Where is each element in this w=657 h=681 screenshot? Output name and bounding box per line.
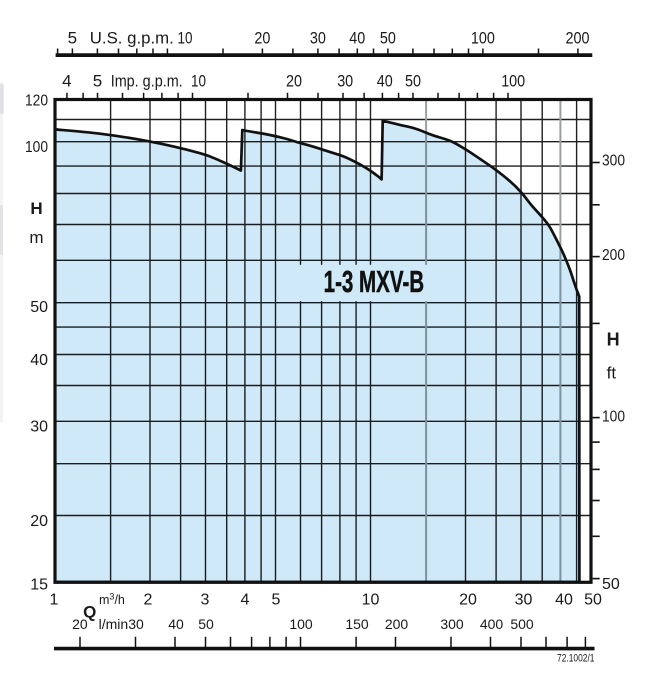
svg-text:m: m bbox=[29, 228, 43, 247]
svg-text:400: 400 bbox=[480, 616, 504, 632]
svg-text:5: 5 bbox=[272, 592, 281, 609]
svg-text:40: 40 bbox=[555, 592, 573, 609]
svg-text:m3/h: m3/h bbox=[99, 592, 125, 608]
svg-text:10: 10 bbox=[362, 592, 380, 609]
svg-text:30: 30 bbox=[515, 592, 533, 609]
svg-text:30: 30 bbox=[128, 616, 144, 632]
svg-text:300: 300 bbox=[440, 616, 464, 632]
svg-text:H: H bbox=[30, 199, 42, 218]
svg-text:Q: Q bbox=[83, 603, 96, 622]
svg-text:U.S. g.p.m.: U.S. g.p.m. bbox=[90, 29, 174, 48]
svg-text:5: 5 bbox=[93, 71, 102, 90]
svg-text:10: 10 bbox=[178, 29, 193, 48]
svg-text:120: 120 bbox=[25, 93, 48, 110]
svg-text:100: 100 bbox=[289, 616, 313, 632]
svg-text:1-3 MXV-B: 1-3 MXV-B bbox=[324, 265, 425, 299]
svg-text:40: 40 bbox=[30, 352, 48, 369]
svg-text:20: 20 bbox=[286, 71, 302, 90]
svg-text:40: 40 bbox=[349, 29, 365, 48]
svg-text:3: 3 bbox=[201, 592, 210, 609]
svg-text:200: 200 bbox=[385, 616, 409, 632]
svg-text:Imp. g.p.m.: Imp. g.p.m. bbox=[111, 71, 183, 90]
svg-text:200: 200 bbox=[602, 247, 625, 264]
svg-text:30: 30 bbox=[310, 29, 326, 48]
svg-text:150: 150 bbox=[345, 616, 369, 632]
svg-text:50: 50 bbox=[198, 616, 214, 632]
svg-text:30: 30 bbox=[30, 419, 48, 436]
svg-text:100: 100 bbox=[471, 29, 495, 48]
svg-text:20: 20 bbox=[30, 513, 48, 530]
svg-text:1: 1 bbox=[50, 592, 59, 609]
svg-text:20: 20 bbox=[459, 592, 477, 609]
svg-text:50: 50 bbox=[602, 576, 620, 593]
svg-text:50: 50 bbox=[584, 592, 602, 609]
svg-text:50: 50 bbox=[30, 299, 48, 316]
svg-text:30: 30 bbox=[337, 71, 353, 90]
svg-text:100: 100 bbox=[501, 71, 525, 90]
svg-text:40: 40 bbox=[168, 616, 184, 632]
svg-text:100: 100 bbox=[602, 409, 625, 426]
svg-text:50: 50 bbox=[380, 29, 396, 48]
svg-text:5: 5 bbox=[68, 29, 77, 48]
svg-text:l/min: l/min bbox=[99, 616, 129, 632]
svg-text:2: 2 bbox=[144, 592, 153, 609]
svg-text:4: 4 bbox=[241, 592, 250, 609]
svg-text:ft: ft bbox=[607, 364, 617, 383]
svg-text:200: 200 bbox=[566, 29, 590, 48]
svg-text:20: 20 bbox=[254, 29, 270, 48]
svg-text:20: 20 bbox=[72, 616, 88, 632]
svg-text:100: 100 bbox=[25, 139, 48, 156]
svg-text:300: 300 bbox=[602, 152, 625, 169]
svg-text:40: 40 bbox=[377, 71, 393, 90]
svg-text:H: H bbox=[607, 330, 620, 350]
svg-text:50: 50 bbox=[405, 71, 421, 90]
svg-text:500: 500 bbox=[510, 616, 534, 632]
svg-text:10: 10 bbox=[191, 71, 206, 90]
svg-text:72.1002/1: 72.1002/1 bbox=[557, 653, 595, 665]
svg-text:4: 4 bbox=[62, 71, 71, 90]
svg-text:15: 15 bbox=[30, 577, 48, 594]
